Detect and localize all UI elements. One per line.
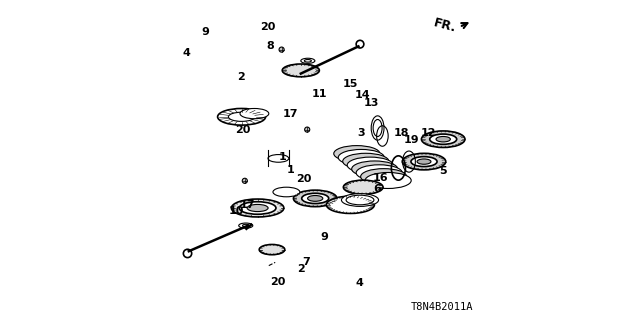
Ellipse shape [232, 199, 284, 217]
Ellipse shape [429, 134, 457, 144]
Text: T8N4B2011A: T8N4B2011A [410, 302, 473, 312]
Text: 19: 19 [403, 135, 419, 145]
Text: 13: 13 [364, 98, 380, 108]
Text: 20: 20 [260, 22, 276, 32]
Ellipse shape [403, 153, 445, 170]
Ellipse shape [301, 58, 315, 63]
Text: 9: 9 [202, 27, 210, 37]
Text: 2: 2 [237, 72, 245, 82]
Text: 7: 7 [303, 257, 310, 268]
Text: 12: 12 [421, 128, 436, 138]
Text: 20: 20 [296, 173, 312, 184]
Ellipse shape [239, 223, 253, 228]
Text: 1: 1 [287, 164, 294, 175]
Ellipse shape [305, 60, 312, 62]
Ellipse shape [259, 244, 285, 255]
Text: 2: 2 [298, 264, 305, 274]
Ellipse shape [243, 224, 249, 227]
Text: 16: 16 [373, 172, 388, 183]
Ellipse shape [334, 146, 380, 162]
Text: 4: 4 [182, 48, 190, 58]
Ellipse shape [218, 108, 266, 125]
Text: 14: 14 [355, 90, 371, 100]
Ellipse shape [338, 149, 384, 165]
Ellipse shape [422, 131, 465, 148]
Ellipse shape [436, 136, 451, 142]
Ellipse shape [308, 196, 323, 201]
Text: 6: 6 [374, 184, 381, 194]
Ellipse shape [344, 180, 383, 194]
Ellipse shape [282, 64, 319, 77]
Text: 8: 8 [266, 41, 275, 52]
Circle shape [243, 178, 248, 183]
Text: 20: 20 [235, 124, 250, 135]
Text: 11: 11 [311, 89, 327, 100]
Ellipse shape [417, 159, 431, 164]
Ellipse shape [373, 119, 382, 137]
Text: 15: 15 [342, 79, 358, 89]
Ellipse shape [365, 172, 412, 188]
Text: FR.: FR. [432, 16, 458, 35]
Text: 17: 17 [239, 200, 255, 210]
Ellipse shape [239, 202, 276, 214]
Ellipse shape [347, 157, 393, 173]
Text: 17: 17 [283, 108, 298, 119]
Ellipse shape [326, 196, 374, 213]
Circle shape [305, 127, 310, 132]
Ellipse shape [228, 112, 255, 121]
Text: 20: 20 [270, 276, 285, 287]
Ellipse shape [301, 193, 329, 204]
Ellipse shape [360, 169, 407, 185]
Ellipse shape [356, 165, 403, 181]
Ellipse shape [343, 153, 389, 169]
Circle shape [279, 47, 284, 52]
Text: 4: 4 [355, 278, 364, 288]
Text: 1: 1 [278, 152, 286, 162]
Ellipse shape [240, 108, 269, 119]
Ellipse shape [273, 187, 300, 197]
Text: 9: 9 [321, 232, 329, 242]
Ellipse shape [411, 156, 437, 167]
Ellipse shape [293, 190, 337, 207]
Text: 3: 3 [357, 128, 364, 138]
Ellipse shape [352, 161, 398, 177]
Text: 18: 18 [393, 128, 409, 138]
Text: 10: 10 [228, 206, 244, 216]
Ellipse shape [342, 194, 379, 206]
Text: 5: 5 [440, 166, 447, 176]
Ellipse shape [247, 204, 268, 212]
Ellipse shape [346, 195, 374, 205]
